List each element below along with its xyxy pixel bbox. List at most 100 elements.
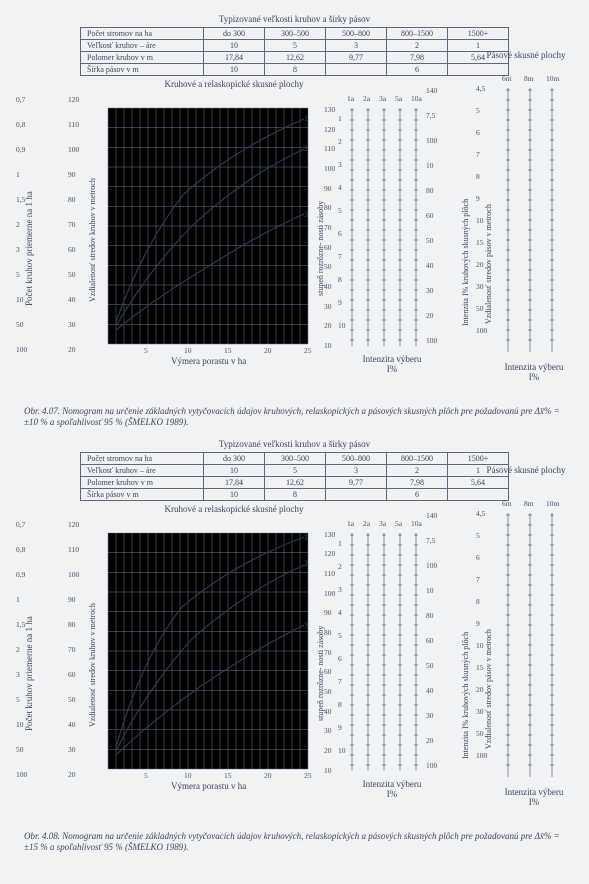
l1tick: 10 (16, 295, 24, 304)
side-num-l: 100 (426, 761, 437, 770)
aux-num: 10 (338, 746, 346, 755)
side-col-label: 8m (524, 74, 534, 83)
aux-num: 8 (338, 275, 342, 284)
caption-08: Obr. 4.08. Nomogram na určenie základnýc… (24, 831, 565, 854)
aux-num: 9 (338, 298, 342, 307)
rytick: 80 (324, 203, 332, 212)
l1tick: 100 (16, 345, 27, 354)
l2tick: 70 (68, 645, 76, 654)
side-num-r: 30 (476, 707, 484, 716)
chart-title-07: Kruhové a relaskopické skusné plochy (134, 79, 334, 89)
side-num-r: 15 (476, 663, 484, 672)
rytick: 20 (324, 321, 332, 330)
cell: 5 (265, 40, 326, 52)
side-title-08: Pásové skusné plochy (486, 465, 566, 475)
rytick: 130 (324, 105, 335, 114)
l2tick: 120 (68, 95, 79, 104)
side-num-l: 100 (426, 136, 437, 145)
curve-lbl-1-08: 1 (304, 533, 308, 542)
left-scale1-07 (30, 98, 58, 348)
aux-num: 5 (338, 206, 342, 215)
l2tick: 100 (68, 145, 79, 154)
l2tick: 50 (68, 270, 76, 279)
cell: 8 (265, 488, 326, 500)
side-num-r: 100 (476, 751, 487, 760)
xaxis-label-07: Výmera porastu v ha (171, 356, 246, 366)
l1tick: 10 (16, 720, 24, 729)
row-head: Veľkosť kruhov – áre (81, 40, 204, 52)
cell: 5,64 (448, 476, 509, 488)
side-title-07: Pásové skusné plochy (486, 50, 566, 60)
page: Typizované veľkosti kruhov a šírky pásov… (0, 0, 589, 883)
side-col-label: 6m (502, 499, 512, 508)
rytick: 30 (324, 302, 332, 311)
xtick: 25 (304, 346, 312, 355)
row-head: Šírka pásov v m (81, 488, 204, 500)
aux-num: 2 (338, 562, 342, 571)
side-num-r: 7 (476, 150, 480, 159)
curve-lbl-1-07: 1 (304, 114, 308, 123)
rytick: 30 (324, 726, 332, 735)
side-rightaxis-07 (472, 70, 492, 360)
side-num-r: 30 (476, 282, 484, 291)
l1tick: 0,7 (16, 95, 25, 104)
curve-lbl-2-07: 2 (304, 144, 308, 153)
side-num-r: 8 (476, 597, 480, 606)
aux-col-label: 5a (395, 519, 402, 528)
side-num-r: 100 (476, 326, 487, 335)
l1tick: 5 (16, 270, 20, 279)
side-col-label: 8m (524, 499, 534, 508)
cell: 17,84 (204, 476, 265, 488)
cell: 17,84 (204, 52, 265, 64)
cell: 10 (204, 64, 265, 76)
cell: 3 (326, 40, 387, 52)
xtick: 20 (264, 771, 272, 780)
rytick: 110 (324, 569, 335, 578)
l2tick: 60 (68, 670, 76, 679)
side-num-r: 6 (476, 553, 480, 562)
l1tick: 0,9 (16, 570, 25, 579)
left-scale1-08 (30, 523, 58, 773)
rytick: 90 (324, 608, 332, 617)
aux-col-label: 1a (347, 94, 354, 103)
cell: 12,62 (265, 52, 326, 64)
rytick: 20 (324, 746, 332, 755)
l1tick: 2 (16, 645, 20, 654)
l2tick: 90 (68, 595, 76, 604)
l2tick: 50 (68, 695, 76, 704)
aux-num: 8 (338, 700, 342, 709)
fig-407-panel: Typizované veľkosti kruhov a šírky pásov… (16, 14, 573, 429)
l1tick: 1,5 (16, 195, 25, 204)
chart-title-08: Kruhové a relaskopické skusné plochy (134, 504, 334, 514)
side-num-l: 60 (426, 211, 434, 220)
side-num-r: 10 (476, 641, 484, 650)
row-head: Polomer kruhov v m (81, 52, 204, 64)
side-num-l: 30 (426, 286, 434, 295)
aux-num: 4 (338, 608, 342, 617)
rytick: 10 (324, 766, 332, 775)
cell: 10 (204, 488, 265, 500)
l1tick: 0,8 (16, 545, 25, 554)
aux-num: 10 (338, 321, 346, 330)
l2tick: 80 (68, 195, 76, 204)
side-num-l: 7,5 (426, 111, 435, 120)
side-num-l: 140 (426, 86, 437, 95)
l1tick: 0,9 (16, 145, 25, 154)
aux-num: 2 (338, 137, 342, 146)
l1tick: 1 (16, 170, 20, 179)
rytick: 130 (324, 530, 335, 539)
xtick: 5 (144, 346, 148, 355)
intensity-label-08: Intenzita výberu I% (362, 779, 422, 799)
curve-lbl-3-07: 3 (304, 210, 308, 219)
row-head: Šírka pásov v m (81, 64, 204, 76)
rytick: 70 (324, 223, 332, 232)
side-num-l: 10 (426, 586, 434, 595)
l1tick: 3 (16, 670, 20, 679)
rytick: 60 (324, 243, 332, 252)
caption-07: Obr. 4.07. Nomogram na určenie základnýc… (24, 406, 565, 429)
xtick: 10 (184, 771, 192, 780)
rytick: 60 (324, 667, 332, 676)
rytick: 40 (324, 282, 332, 291)
fig-08-area: Kruhové a relaskopické skusné plochy Pás… (16, 501, 573, 825)
xtick: 5 (144, 771, 148, 780)
